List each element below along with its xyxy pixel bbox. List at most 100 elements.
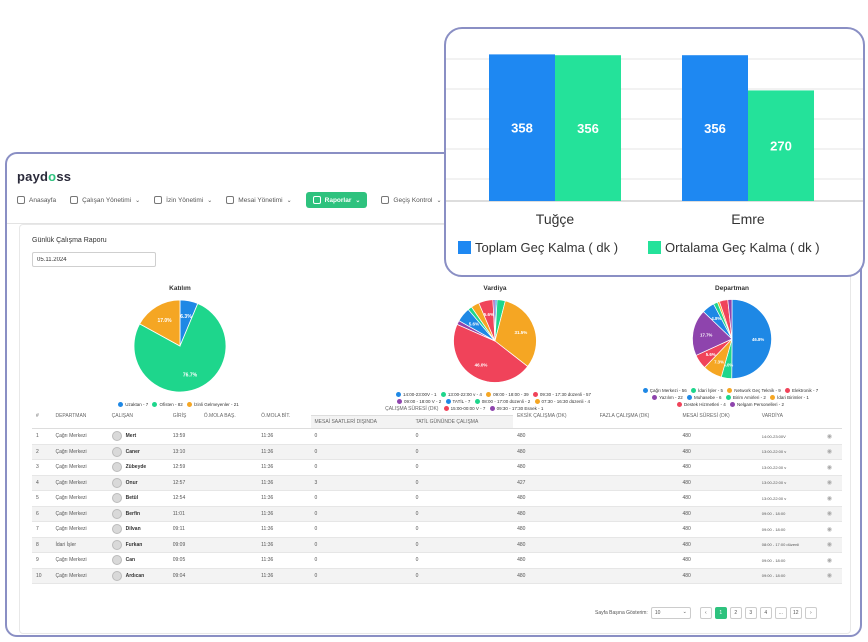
legend-item[interactable]: İdari İşler - 5 — [691, 388, 723, 393]
table-cell: 13:00-22:00 v — [757, 490, 823, 507]
nav-item-çalışan-yönetimi[interactable]: Çalışan Yönetimi ⌄ — [70, 196, 140, 204]
prev-page-button[interactable]: ‹ — [699, 607, 712, 619]
table-row[interactable]: 8 İdari İşler Furkan 09:09 11:36 0 0 480 480 08:0… — [32, 537, 842, 553]
legend-swatch — [785, 388, 790, 393]
table-row[interactable]: 10 Çağrı Merkezi Ardıcan 09:04 11:36 0 0 480 480… — [32, 568, 842, 584]
table-cell: 480 — [513, 552, 596, 569]
table-row[interactable]: 7 Çağrı Merkezi Dilvan 09:11 11:36 0 0 480 480 09… — [32, 521, 842, 538]
employee-cell: Caner — [107, 444, 169, 460]
bar[interactable] — [682, 55, 748, 201]
legend-item[interactable]: Yazılım - 22 — [652, 395, 683, 400]
page-button[interactable]: 3 — [744, 607, 757, 619]
pie-slice[interactable] — [727, 299, 733, 340]
legend-item[interactable]: 14:00-23:00V - 1 — [396, 392, 437, 397]
table-row[interactable]: 1 Çağrı Merkezi Mert 13:59 11:36 0 0 480 480 14:0… — [32, 428, 842, 445]
legend-item[interactable]: 13:00-22:00 v - 4 — [440, 392, 482, 397]
pie-slice[interactable] — [133, 303, 227, 393]
table-cell: 09:04 — [168, 568, 200, 584]
pie-slice[interactable] — [692, 311, 733, 356]
avatar — [111, 539, 122, 550]
per-page-select[interactable]: 10 ⌄ — [650, 607, 691, 619]
legend-item[interactable]: İdari Birimler - 1 — [770, 395, 809, 400]
pie-slice[interactable] — [453, 323, 529, 383]
table-cell: 2 — [32, 444, 52, 460]
actions-header — [822, 403, 842, 429]
nav-item-i-zin-yönetimi[interactable]: İzin Yönetimi ⌄ — [154, 196, 212, 204]
bar[interactable] — [555, 55, 621, 201]
legend-item[interactable]: 08:00 - 17:00 düzenli - 2 — [474, 399, 530, 404]
legend-item[interactable]: 09:30 - 17:30 düzenli - 57 — [532, 392, 591, 397]
date-input[interactable] — [32, 252, 156, 267]
pie-vardiya: Vardiya 31.5% 46.0% 5.6% 5.6% 14:00-23:00V … — [390, 285, 600, 412]
nav-item-mesai-yönetimi[interactable]: Mesai Yönetimi ⌄ — [226, 196, 292, 204]
employee-cell: Dilvan — [107, 521, 169, 538]
column-header: # — [32, 403, 52, 429]
column-header: MESAİ SAATLERİ DIŞINDA — [310, 415, 412, 429]
legend-item[interactable]: Birim Amirleri - 2 — [725, 395, 766, 400]
page-button[interactable]: 12 — [789, 607, 802, 619]
eye-icon[interactable]: ◉ — [826, 495, 833, 502]
legend-item[interactable]: Network Geç Teknik - 9 — [727, 388, 781, 393]
legend-item[interactable]: Muhasebe - 6 — [687, 395, 722, 400]
table-row[interactable]: 2 Çağrı Merkezi Caner 13:10 11:36 0 0 480 480 13:… — [32, 444, 842, 460]
legend-swatch — [486, 392, 492, 397]
next-page-button[interactable]: › — [804, 607, 817, 619]
legend-label[interactable]: Ortalama Geç Kalma ( dk ) — [665, 240, 820, 255]
column-header: ÇALIŞAN — [107, 403, 169, 429]
pagination: Sayfa Başına Gösterim: 10 ⌄ ‹ 1 2 3 4... 12 › — [595, 607, 817, 619]
eye-icon[interactable]: ◉ — [826, 449, 833, 456]
eye-icon[interactable]: ◉ — [826, 573, 833, 580]
eye-icon[interactable]: ◉ — [826, 511, 833, 518]
column-header: EKSİK ÇALIŞMA (DK) — [513, 403, 596, 429]
table-cell: 12:59 — [168, 459, 200, 476]
legend-item[interactable]: 09:00 - 18:00 - 39 — [486, 392, 529, 397]
column-header: Ö.MOLA BİT. — [257, 403, 311, 429]
page-button[interactable]: 1 — [714, 607, 727, 619]
nav-item-anasayfa[interactable]: Anasayfa — [17, 196, 56, 204]
bar[interactable] — [748, 90, 814, 201]
table-cell: 480 — [513, 444, 596, 460]
chevron-down-icon: ⌄ — [286, 197, 292, 204]
table-row[interactable]: 6 Çağrı Merkezi Berfin 11:01 11:36 0 0 480 480 09… — [32, 506, 842, 522]
eye-icon[interactable]: ◉ — [826, 542, 833, 549]
eye-icon[interactable]: ◉ — [826, 464, 833, 471]
eye-icon[interactable]: ◉ — [826, 480, 833, 487]
table-row[interactable]: 5 Çağrı Merkezi Betül 12:54 11:36 0 0 480 480 13:… — [32, 490, 842, 507]
eye-icon[interactable]: ◉ — [826, 526, 833, 533]
pie-slice-label: 4.0% — [723, 363, 733, 368]
table-cell: 480 — [678, 459, 758, 476]
legend-item[interactable]: Elektronik - 7 — [785, 388, 818, 393]
bar-value-label: 356 — [704, 121, 726, 136]
table-cell: 480 — [678, 475, 758, 491]
table-cell — [595, 552, 679, 569]
table-cell: 09:09 — [168, 537, 200, 553]
table-cell: 0 — [411, 428, 514, 445]
eye-icon[interactable]: ◉ — [826, 433, 833, 440]
legend-item[interactable]: Çağrı Merkezi - 56 — [642, 388, 687, 393]
bar[interactable] — [489, 54, 555, 202]
pie-slice-label: 4.8% — [711, 316, 721, 321]
legend-item[interactable]: TATİL - 7 — [445, 399, 470, 404]
page-button[interactable]: 2 — [729, 607, 742, 619]
pie-slice[interactable] — [139, 299, 181, 347]
eye-icon[interactable]: ◉ — [826, 557, 833, 564]
pie-slice[interactable] — [494, 300, 537, 367]
table-cell — [199, 506, 258, 522]
nav-item-raporlar[interactable]: Raporlar ⌄ — [305, 192, 368, 208]
table-row[interactable]: 9 Çağrı Merkezi Can 09:05 11:36 0 0 480 480 09:00… — [32, 552, 842, 569]
table-row[interactable]: 3 Çağrı Merkezi Zübeyde 12:59 11:36 0 0 480 480 1… — [32, 459, 842, 476]
legend-swatch — [440, 392, 446, 397]
pie-slice[interactable] — [731, 299, 772, 379]
pie-slice[interactable] — [492, 299, 496, 342]
legend-item[interactable]: 09:00 - 18:00 V - 2 — [396, 399, 441, 404]
legend-swatch — [534, 399, 540, 404]
nav-label: Raporlar — [324, 196, 352, 204]
page-button[interactable]: 4 — [759, 607, 772, 619]
legend-label[interactable]: Toplam Geç Kalma ( dk ) — [475, 240, 618, 255]
table-cell: 5 — [32, 490, 52, 507]
table-row[interactable]: 4 Çağrı Merkezi Onur 12:57 11:36 3 0 427 480 13:0… — [32, 475, 842, 491]
nav-item-geçiş-kontrol[interactable]: Geçiş Kontrol ⌄ — [381, 196, 441, 204]
table-cell: 13:00-22:00 v — [757, 475, 823, 491]
legend-label: 07:30 - 16:30 düzenli - 4 — [541, 399, 591, 404]
legend-item[interactable]: 07:30 - 16:30 düzenli - 4 — [534, 399, 591, 404]
